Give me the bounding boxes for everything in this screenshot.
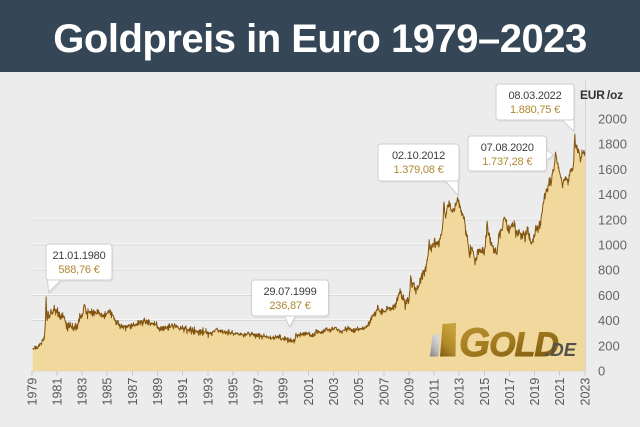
svg-text:1.737,28 €: 1.737,28 € <box>482 156 532 168</box>
svg-text:1985: 1985 <box>101 378 115 406</box>
svg-text:2011: 2011 <box>428 379 442 406</box>
svg-text:1997: 1997 <box>252 378 266 406</box>
svg-text:1987: 1987 <box>126 378 140 406</box>
svg-text:0: 0 <box>598 364 605 379</box>
svg-text:2003: 2003 <box>327 378 341 406</box>
svg-text:1.880,75 €: 1.880,75 € <box>510 104 560 116</box>
svg-text:2007: 2007 <box>377 378 391 406</box>
svg-text:600: 600 <box>598 288 620 303</box>
svg-text:1200: 1200 <box>598 212 627 227</box>
svg-text:2023: 2023 <box>578 378 592 406</box>
svg-text:1.379,08 €: 1.379,08 € <box>394 164 444 176</box>
svg-text:400: 400 <box>598 313 620 328</box>
svg-text:588,76 €: 588,76 € <box>58 264 99 276</box>
svg-text:2017: 2017 <box>503 378 517 406</box>
svg-text:2009: 2009 <box>402 378 416 406</box>
svg-text:800: 800 <box>598 263 620 278</box>
svg-text:.DE: .DE <box>545 338 577 361</box>
svg-text:1600: 1600 <box>598 162 627 177</box>
svg-text:1800: 1800 <box>598 137 627 152</box>
svg-text:GOLD: GOLD <box>459 321 558 365</box>
svg-text:EUR /oz: EUR /oz <box>580 88 623 102</box>
svg-text:02.10.2012: 02.10.2012 <box>392 150 445 162</box>
svg-text:1981: 1981 <box>50 378 64 406</box>
svg-text:200: 200 <box>598 338 620 353</box>
svg-text:1993: 1993 <box>201 378 215 406</box>
svg-text:1999: 1999 <box>277 378 291 406</box>
svg-text:2015: 2015 <box>478 378 492 406</box>
svg-text:236,87 €: 236,87 € <box>269 300 310 312</box>
svg-text:1989: 1989 <box>151 378 165 406</box>
svg-text:1983: 1983 <box>76 378 90 406</box>
svg-text:1995: 1995 <box>226 378 240 406</box>
svg-text:1979: 1979 <box>25 378 39 406</box>
svg-text:1400: 1400 <box>598 187 627 202</box>
svg-text:29.07.1999: 29.07.1999 <box>263 286 316 298</box>
svg-text:1991: 1991 <box>176 378 190 406</box>
svg-text:2001: 2001 <box>302 378 316 406</box>
svg-text:2019: 2019 <box>528 378 542 406</box>
svg-text:2005: 2005 <box>352 378 366 406</box>
svg-text:21.01.1980: 21.01.1980 <box>52 250 105 262</box>
svg-text:08.03.2022: 08.03.2022 <box>508 90 561 102</box>
svg-text:2000: 2000 <box>598 112 627 127</box>
svg-text:2013: 2013 <box>453 378 467 406</box>
svg-text:07.08.2020: 07.08.2020 <box>481 142 534 154</box>
svg-text:1000: 1000 <box>598 238 627 253</box>
svg-text:2021: 2021 <box>553 378 567 406</box>
